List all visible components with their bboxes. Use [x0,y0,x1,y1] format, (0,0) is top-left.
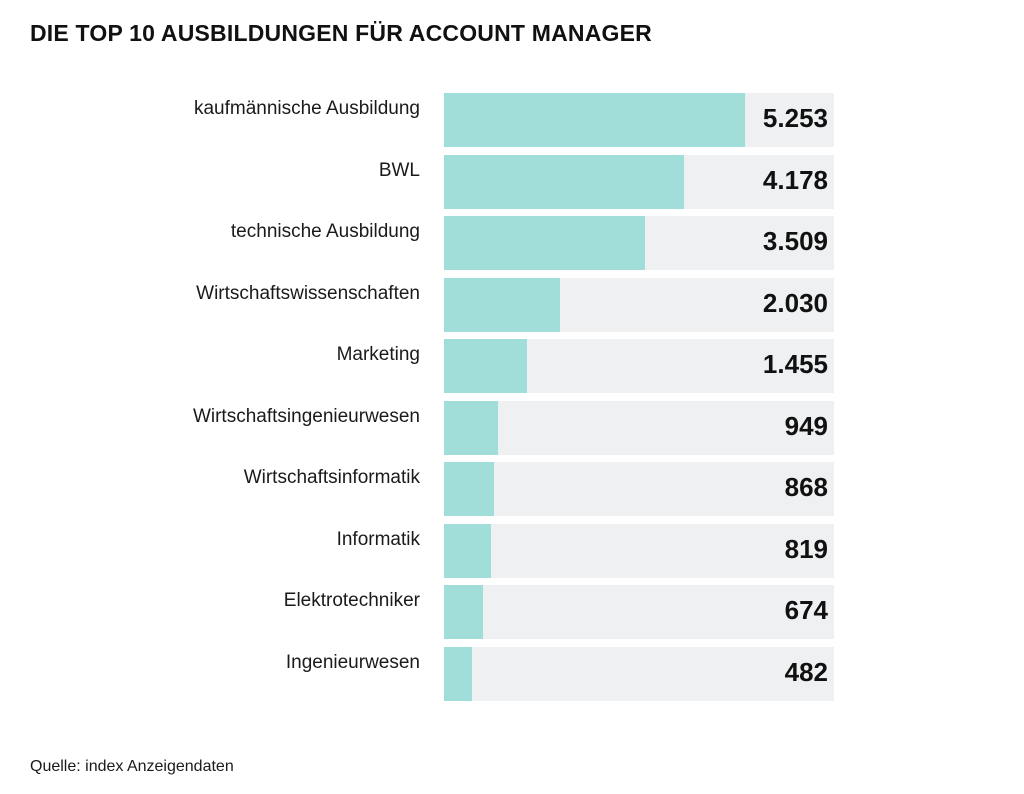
value-label: 674 [784,595,828,625]
bar-row: technische Ausbildung 3.509 [0,216,1024,270]
bar-track: 4.178 [444,155,834,209]
bar-row: Wirtschaftswissenschaften 2.030 [0,278,1024,332]
value-label: 5.253 [762,103,828,133]
bar-row: Wirtschaftsingenieurwesen 949 [0,401,1024,455]
bar-track: 819 [444,524,834,578]
bar [444,339,527,393]
bar-row: Elektrotechniker 674 [0,585,1024,639]
value-label: 4.178 [762,165,828,195]
value-label: 949 [784,411,828,441]
category-label: Wirtschaftsinformatik [243,467,420,488]
bar-row: Ingenieurwesen 482 [0,647,1024,701]
value-label: 819 [784,534,828,564]
source-note: Quelle: index Anzeigendaten [30,758,234,775]
bar [444,647,472,701]
bar-row: Informatik 819 [0,524,1024,578]
bar-track: 868 [444,462,834,516]
bar-track: 949 [444,401,834,455]
category-label: kaufmännische Ausbildung [193,98,420,119]
value-label: 1.455 [762,349,828,379]
bar [444,524,491,578]
bar [444,401,498,455]
bar [444,93,745,147]
category-label: Informatik [336,529,420,550]
bar-track: 1.455 [444,339,834,393]
bar [444,462,494,516]
bar-track: 5.253 [444,93,834,147]
bar [444,216,645,270]
category-label: Wirtschaftswissenschaften [196,283,420,304]
bar-row: Marketing 1.455 [0,339,1024,393]
bar [444,585,483,639]
category-label: technische Ausbildung [230,221,420,242]
category-label: Marketing [336,344,420,365]
bar-row: kaufmännische Ausbildung 5.253 [0,93,1024,147]
bar-track: 482 [444,647,834,701]
category-label: Elektrotechniker [283,590,420,611]
value-label: 868 [784,472,828,502]
value-label: 482 [784,657,828,687]
category-label: Wirtschaftsingenieurwesen [192,406,420,427]
bar [444,278,560,332]
value-label: 3.509 [762,226,828,256]
value-label: 2.030 [762,288,828,318]
chart-title: DIE TOP 10 AUSBILDUNGEN FÜR ACCOUNT MANA… [30,20,652,46]
bar-track: 2.030 [444,278,834,332]
bar [444,155,684,209]
category-label: Ingenieurwesen [285,652,420,673]
bar-row: BWL 4.178 [0,155,1024,209]
bar-track: 3.509 [444,216,834,270]
category-label: BWL [378,160,420,181]
bar-row: Wirtschaftsinformatik 868 [0,462,1024,516]
bar-track: 674 [444,585,834,639]
